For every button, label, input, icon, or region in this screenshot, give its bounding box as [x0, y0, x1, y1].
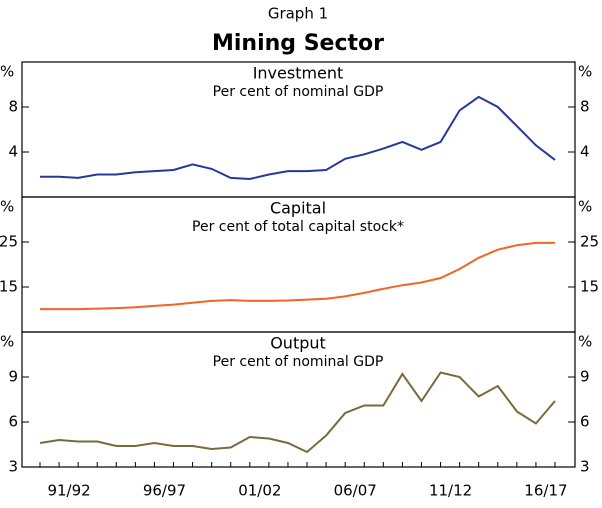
panel-subtitle: Per cent of nominal GDP	[213, 354, 384, 370]
y-unit-left: %	[0, 333, 14, 351]
y-tick-label-right: 3	[580, 458, 590, 476]
y-unit-right: %	[578, 63, 592, 81]
panel-title: Capital	[270, 199, 326, 218]
y-tick-label-right: 9	[580, 368, 590, 386]
x-tick-label: 01/02	[238, 482, 281, 500]
y-tick-label-left: 8	[8, 98, 18, 116]
x-tick-label: 06/07	[334, 482, 377, 500]
y-tick-label-right: 15	[580, 278, 599, 296]
y-tick-label-left: 15	[0, 278, 18, 296]
chart-kicker: Graph 1	[268, 5, 328, 23]
x-tick-label: 16/17	[524, 482, 567, 500]
y-unit-left: %	[0, 198, 14, 216]
data-line	[40, 241, 555, 311]
y-tick-label-left: 4	[8, 143, 18, 161]
y-tick-label-left: 3	[8, 458, 18, 476]
y-unit-right: %	[578, 198, 592, 216]
y-tick-label-left: 25	[0, 233, 18, 251]
x-tick-label: 96/97	[143, 482, 186, 500]
panel-frame	[21, 331, 576, 468]
x-tick-label: 91/92	[47, 482, 90, 500]
y-tick-label-right: 25	[580, 233, 599, 251]
panel-subtitle: Per cent of total capital stock*	[192, 219, 404, 235]
y-unit-right: %	[578, 333, 592, 351]
data-line	[40, 95, 556, 181]
panel-subtitle: Per cent of nominal GDP	[213, 84, 384, 100]
panel-title: Investment	[253, 64, 344, 83]
y-tick-label-right: 6	[580, 413, 590, 431]
y-tick-label-right: 8	[580, 98, 590, 116]
y-tick-label-left: 6	[8, 413, 18, 431]
y-unit-left: %	[0, 63, 14, 81]
y-tick-label-left: 9	[8, 368, 18, 386]
y-tick-label-right: 4	[580, 143, 590, 161]
data-line	[39, 371, 556, 454]
panel-title: Output	[270, 334, 326, 353]
chart-title: Mining Sector	[212, 31, 384, 56]
x-tick-label: 11/12	[429, 482, 472, 500]
